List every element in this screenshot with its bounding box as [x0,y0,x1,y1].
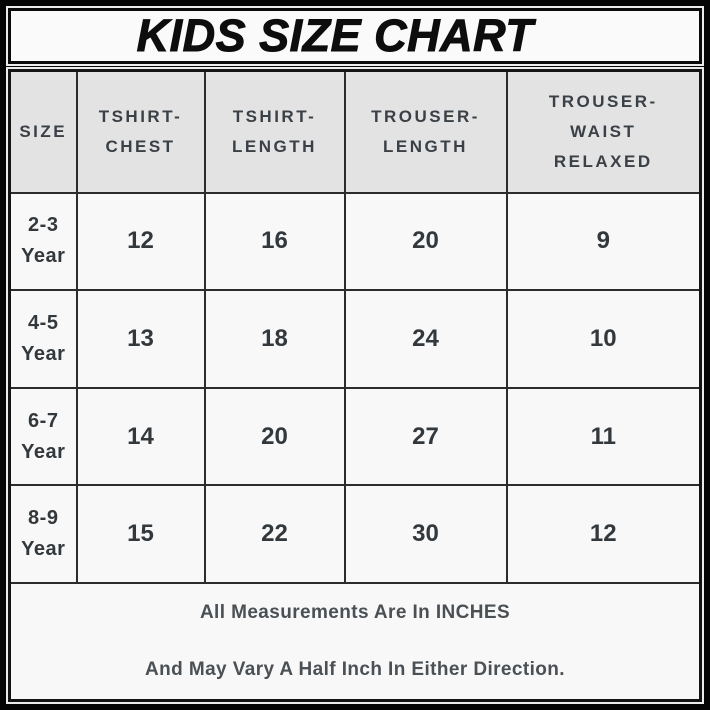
size-chart-table: SIZE TSHIRT- CHEST TSHIRT- LENGTH TROUSE… [8,69,702,702]
footer-note-line1: All Measurements Are In INCHES [199,602,511,623]
cell-4-5-tshirt-chest: 13 [75,289,206,389]
table-row-8-9-year: 8-9 Year 15 22 30 12 [8,484,702,584]
row-label-2-3-year: 2-3 Year [8,191,78,292]
cell-6-7-tshirt-length: 20 [203,386,346,487]
table-row-6-7-year: 6-7 Year 14 20 27 11 [8,386,702,487]
cell-6-7-tshirt-chest: 14 [75,386,206,487]
column-header-tshirt-length: TSHIRT- LENGTH [203,69,346,194]
column-header-size: SIZE [8,69,78,194]
row-label-4-5-year: 4-5 Year [8,289,78,389]
cell-6-7-trouser-waist: 11 [505,386,702,487]
row-label-8-9-year: 8-9 Year [8,484,78,584]
title-bar: KIDS SIZE CHART [8,8,702,64]
cell-4-5-tshirt-length: 18 [203,289,346,389]
column-header-trouser-waist-relaxed: TROUSER- WAIST RELAXED [505,69,702,194]
cell-8-9-tshirt-chest: 15 [75,484,206,584]
table-row-2-3-year: 2-3 Year 12 16 20 9 [8,191,702,292]
cell-2-3-tshirt-length: 16 [203,191,346,292]
row-label-6-7-year: 6-7 Year [8,386,78,487]
cell-2-3-trouser-length: 20 [343,191,508,292]
cell-8-9-trouser-waist: 12 [505,484,702,584]
header-row: SIZE TSHIRT- CHEST TSHIRT- LENGTH TROUSE… [8,69,702,194]
cell-6-7-trouser-length: 27 [343,386,508,487]
cell-2-3-trouser-waist: 9 [505,191,702,292]
cell-8-9-trouser-length: 30 [343,484,508,584]
cell-4-5-trouser-waist: 10 [505,289,702,389]
table-row-4-5-year: 4-5 Year 13 18 24 10 [8,289,702,389]
column-header-trouser-length: TROUSER- LENGTH [343,69,508,194]
footer-note-line2: And May Vary A Half Inch In Either Direc… [145,659,565,680]
column-header-tshirt-chest: TSHIRT- CHEST [75,69,206,194]
cell-4-5-trouser-length: 24 [343,289,508,389]
cell-2-3-tshirt-chest: 12 [75,191,206,292]
footer-row: All Measurements Are In INCHES And May V… [8,582,702,702]
page-title: KIDS SIZE CHART [136,9,534,61]
footer-note: All Measurements Are In INCHES And May V… [8,582,702,702]
cell-8-9-tshirt-length: 22 [203,484,346,584]
